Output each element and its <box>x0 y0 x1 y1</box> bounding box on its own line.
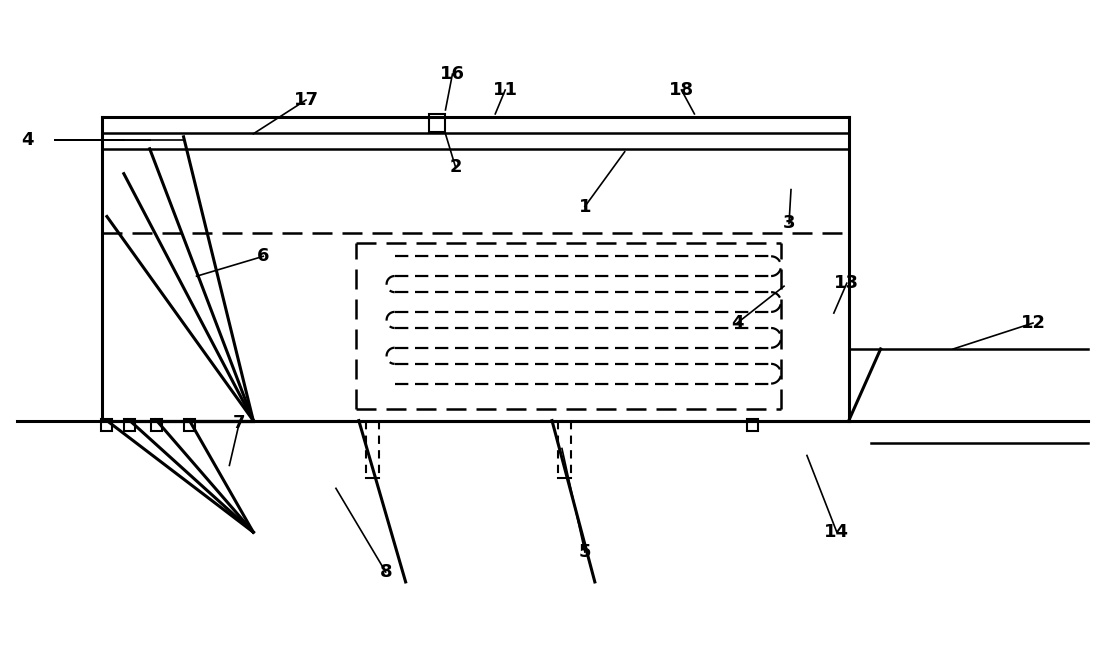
Bar <box>184 418 196 430</box>
Text: 16: 16 <box>440 65 464 83</box>
Text: 5: 5 <box>579 543 591 561</box>
Text: 11: 11 <box>492 81 518 99</box>
Text: 4: 4 <box>21 131 33 149</box>
Text: 8: 8 <box>379 563 392 581</box>
Text: 12: 12 <box>1021 314 1045 332</box>
Text: 7: 7 <box>233 414 246 432</box>
Text: 4: 4 <box>731 314 743 332</box>
Text: 13: 13 <box>834 274 859 292</box>
Bar <box>101 418 112 430</box>
Text: 17: 17 <box>293 91 319 109</box>
Bar <box>429 114 446 132</box>
Bar <box>124 418 136 430</box>
Text: 3: 3 <box>783 214 795 233</box>
Text: 14: 14 <box>824 523 849 541</box>
Text: 6: 6 <box>257 247 270 265</box>
Text: 2: 2 <box>449 158 462 176</box>
Bar <box>748 418 758 430</box>
Text: 1: 1 <box>579 198 591 215</box>
Bar <box>151 418 162 430</box>
Text: 18: 18 <box>669 81 694 99</box>
